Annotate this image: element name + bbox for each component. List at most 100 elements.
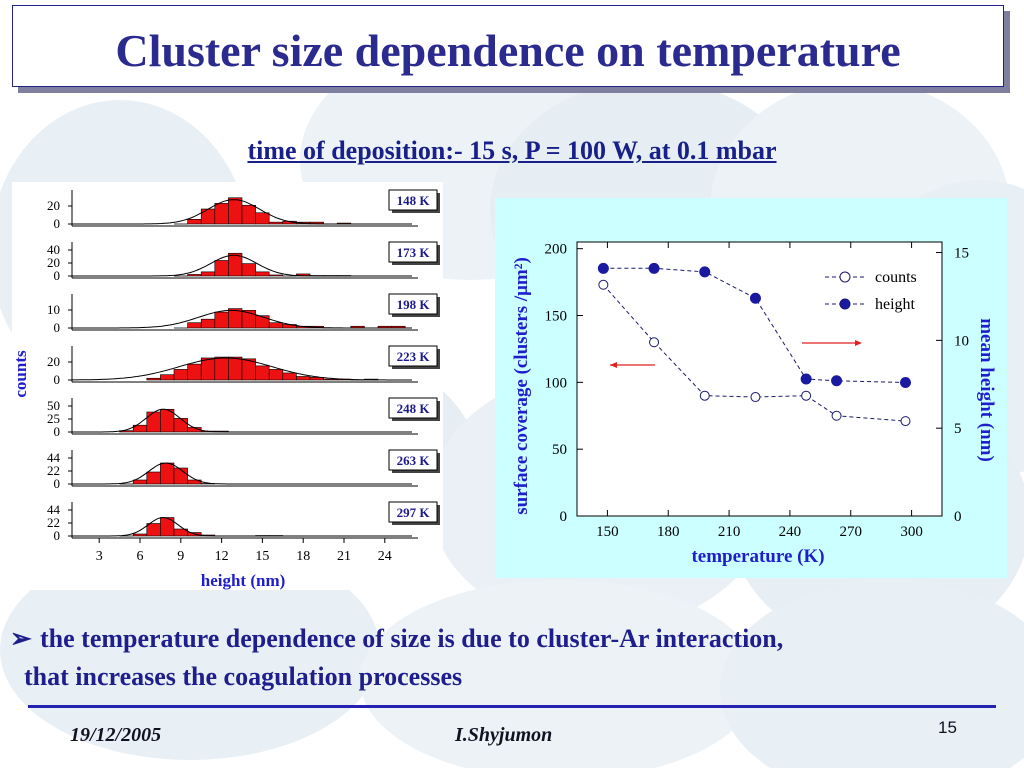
temperature-label-box xyxy=(388,501,438,523)
histogram-bar xyxy=(132,533,148,537)
y-tick-label: 0 xyxy=(54,268,61,283)
histogram-bar xyxy=(228,252,243,277)
temperature-label-box xyxy=(388,293,438,315)
histogram-bar xyxy=(282,372,297,381)
histogram-bar xyxy=(255,271,270,277)
data-point-counts xyxy=(649,337,660,348)
histogram-bar xyxy=(200,208,216,225)
histogram-bar xyxy=(268,322,284,329)
y-right-tick-label: 5 xyxy=(954,421,962,437)
data-point-height xyxy=(831,375,843,387)
y-right-tick-label: 15 xyxy=(954,246,969,262)
x-tick-label: 15 xyxy=(255,549,269,564)
legend-label: height xyxy=(875,296,916,313)
histogram-bar xyxy=(132,479,148,485)
y-tick-label: 0 xyxy=(54,424,61,439)
arrow-bullet-icon: ➢ xyxy=(10,624,32,653)
x-tick-label: 210 xyxy=(718,524,741,540)
y-tick-label: 0 xyxy=(54,476,61,491)
temperature-label-box xyxy=(388,345,438,367)
histogram-bar xyxy=(268,221,284,225)
gaussian-fit-curve xyxy=(72,357,412,381)
histogram-bar xyxy=(187,322,202,329)
y-right-tick-label: 10 xyxy=(954,333,969,349)
histogram-bar xyxy=(146,523,161,537)
histogram-bar xyxy=(173,369,188,381)
histogram-bar xyxy=(268,369,284,381)
y-tick-label: 0 xyxy=(54,216,61,231)
gaussian-fit-curve xyxy=(72,462,412,485)
histogram-bar xyxy=(214,260,229,277)
y-tick-label: 0 xyxy=(54,372,61,387)
y-tick-label: 44 xyxy=(47,450,61,465)
histogram-background xyxy=(12,182,443,590)
data-point-counts xyxy=(801,390,812,401)
temperature-label: 198 K xyxy=(397,297,431,312)
histogram-bar xyxy=(241,263,256,277)
histogram-bar xyxy=(173,418,188,433)
y-tick-label: 22 xyxy=(47,515,60,530)
histogram-bar xyxy=(187,219,202,225)
y-tick-label: 40 xyxy=(47,242,60,257)
footer-divider xyxy=(28,705,996,708)
histogram-bar xyxy=(146,471,161,485)
y-tick-label: 50 xyxy=(47,398,60,413)
legend-marker xyxy=(839,298,851,310)
slide-title: Cluster size dependence on temperature xyxy=(115,25,901,76)
histogram-bar xyxy=(228,197,243,225)
bullet-point: ➢ the temperature dependence of size is d… xyxy=(10,620,783,696)
temperature-chart: 150 180 210 240 270 300 0 50 100 150 200 0 5 10 15 coun… xyxy=(495,198,1007,578)
y-tick-label: 44 xyxy=(47,502,61,517)
histogram-bar xyxy=(309,377,324,381)
data-point-height xyxy=(900,377,911,389)
histogram-bar xyxy=(255,315,270,329)
y-left-tick-label: 50 xyxy=(552,442,567,458)
bullet-text-2: that increases the coagulation processes xyxy=(24,662,463,691)
temperature-label: 148 K xyxy=(397,193,431,208)
temperature-label-box xyxy=(388,241,438,263)
title-box: Cluster size dependence on temperature xyxy=(12,5,1004,87)
gaussian-fit-curve xyxy=(72,199,412,225)
x-tick-label: 240 xyxy=(779,524,802,540)
y-axis-title: counts xyxy=(11,350,30,398)
page-number: 15 xyxy=(938,718,957,737)
left-axis-arrowhead xyxy=(610,362,617,368)
histogram-bar xyxy=(200,318,216,329)
footer-author: I.Shyjumon xyxy=(455,724,553,746)
histogram-bar xyxy=(160,462,175,485)
x-tick-label: 9 xyxy=(177,549,184,564)
temperature-label: 173 K xyxy=(397,245,431,260)
histogram-bar xyxy=(214,356,229,381)
y-tick-label: 22 xyxy=(47,463,60,478)
x-tick-label: 150 xyxy=(596,524,619,540)
temperature-label-box xyxy=(388,189,438,211)
x-tick-label: 6 xyxy=(137,549,144,564)
bullet-line-1: ➢ the temperature dependence of size is d… xyxy=(10,620,783,658)
x-tick-label: 12 xyxy=(215,549,229,564)
data-point-counts xyxy=(831,410,842,421)
histogram-bar xyxy=(200,271,216,277)
gaussian-fit-curve xyxy=(72,517,412,537)
gaussian-fit-curve xyxy=(72,254,412,277)
y-tick-label: 10 xyxy=(47,302,60,317)
x-tick-label: 18 xyxy=(296,549,310,564)
histogram-bar xyxy=(241,204,256,225)
histogram-bar xyxy=(323,378,338,381)
temperature-label: 263 K xyxy=(397,453,431,468)
bullet-text-1: the temperature dependence of size is du… xyxy=(40,624,784,653)
histogram-bar xyxy=(187,363,202,381)
legend-marker xyxy=(839,271,851,283)
data-point-height xyxy=(648,262,660,274)
histogram-bar xyxy=(187,274,202,277)
bullet-line-2: that increases the coagulation processes xyxy=(10,658,783,696)
temperature-label-box xyxy=(388,397,438,419)
y-left-tick-label: 0 xyxy=(560,509,568,525)
x-tick-label: 270 xyxy=(840,524,863,540)
histogram-bar xyxy=(296,376,311,381)
x-axis-title: temperature (K) xyxy=(691,546,824,567)
y-right-tick-label: 0 xyxy=(954,509,962,525)
temperature-label: 297 K xyxy=(397,505,431,520)
x-tick-label: 180 xyxy=(657,524,680,540)
histogram-bar xyxy=(146,411,161,433)
